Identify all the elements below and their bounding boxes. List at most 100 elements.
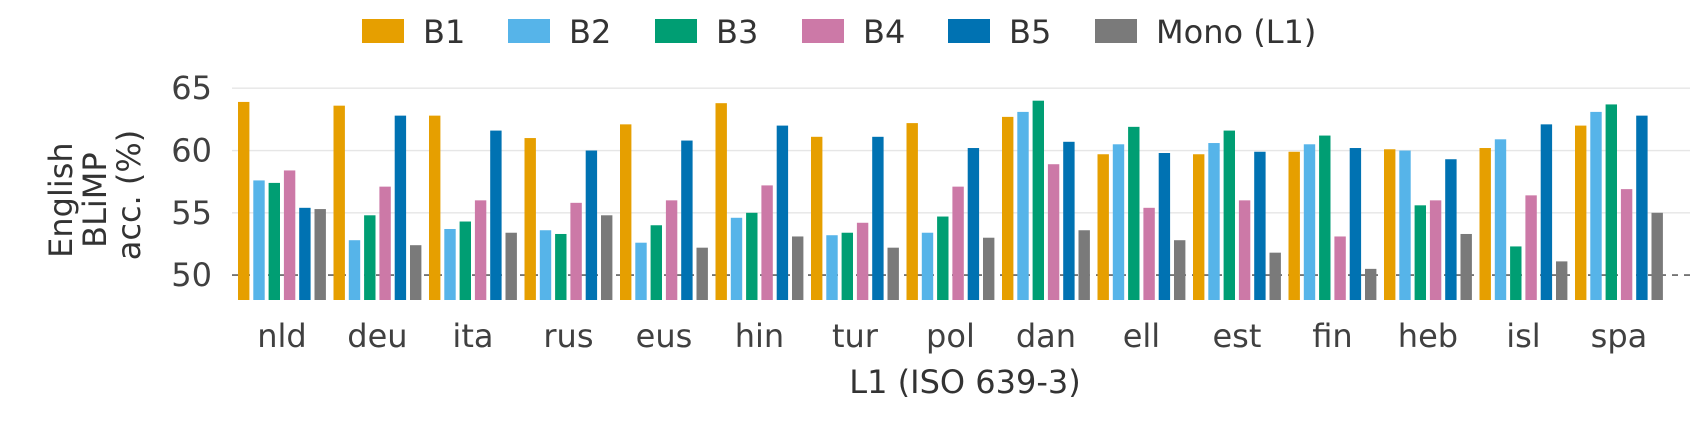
bar-nld-mono-l1 xyxy=(314,209,326,300)
bar-fin-mono-l1 xyxy=(1365,268,1377,300)
bar-isl-b4 xyxy=(1525,195,1537,300)
bar-tur-b4 xyxy=(856,222,869,300)
bar-pol-mono-l1 xyxy=(983,237,995,300)
bar-heb-mono-l1 xyxy=(1460,233,1472,300)
bar-spa-b4 xyxy=(1620,189,1633,300)
x-tick-labels: nld deu ita rus eus hin tur pol dan ell est fin heb i… xyxy=(257,317,1647,355)
bar-hin-b5 xyxy=(776,125,789,300)
legend-swatch xyxy=(802,19,844,43)
bar-nld-b1 xyxy=(238,101,250,300)
x-tick-label: deu xyxy=(347,317,407,355)
bar-tur-mono-l1 xyxy=(887,247,899,300)
x-tick-label: tur xyxy=(832,317,879,355)
bar-tur-b1 xyxy=(811,136,823,300)
bar-est-b3 xyxy=(1223,130,1235,300)
legend-swatch xyxy=(655,19,697,43)
bar-deu-b1 xyxy=(333,105,345,300)
bar-eus-b4 xyxy=(665,200,678,300)
bar-heb-b1 xyxy=(1384,149,1396,300)
bar-fin-b4 xyxy=(1334,236,1346,300)
bar-fin-b1 xyxy=(1288,151,1300,300)
bar-rus-mono-l1 xyxy=(601,215,613,300)
bar-rus-b4 xyxy=(570,202,582,300)
bar-est-b2 xyxy=(1208,143,1220,300)
bar-deu-b2 xyxy=(348,240,361,300)
bar-ita-mono-l1 xyxy=(505,232,517,300)
bar-est-b5 xyxy=(1254,151,1266,300)
bar-eus-mono-l1 xyxy=(696,247,708,300)
bar-rus-b3 xyxy=(555,233,567,300)
y-tick-label: 65 xyxy=(171,69,212,107)
bar-deu-b5 xyxy=(394,115,407,301)
bar-dan-b4 xyxy=(1047,164,1060,300)
bar-ell-mono-l1 xyxy=(1174,240,1186,300)
bar-spa-b3 xyxy=(1605,104,1617,301)
x-tick-label: fin xyxy=(1312,317,1352,355)
y-tick-label: 50 xyxy=(171,256,212,294)
legend-swatch xyxy=(362,19,404,43)
legend-swatch xyxy=(508,19,550,43)
bar-pol-b2 xyxy=(921,232,934,300)
x-tick-label: rus xyxy=(543,317,593,355)
legend-swatch xyxy=(1095,19,1137,43)
bar-spa-b2 xyxy=(1590,111,1602,300)
bar-hin-b2 xyxy=(730,217,743,300)
x-tick-label: est xyxy=(1212,317,1261,355)
legend-label: B2 xyxy=(569,13,611,51)
x-tick-label: ell xyxy=(1123,317,1160,355)
bar-tur-b3 xyxy=(841,232,853,300)
bar-hin-b1 xyxy=(715,103,727,300)
bar-hin-mono-l1 xyxy=(792,236,804,300)
y-tick-labels: 50 55 60 65 xyxy=(171,69,212,294)
bar-est-b1 xyxy=(1193,154,1205,300)
bar-ita-b1 xyxy=(429,115,441,301)
bar-nld-b5 xyxy=(299,207,311,300)
y-tick-label: 55 xyxy=(171,194,212,232)
bar-ita-b4 xyxy=(474,200,487,300)
bar-nld-b2 xyxy=(253,180,265,300)
bar-fin-b2 xyxy=(1303,144,1316,300)
bar-fin-b3 xyxy=(1319,135,1331,300)
bar-rus-b1 xyxy=(524,138,536,300)
bar-dan-b5 xyxy=(1063,141,1075,300)
bar-ell-b1 xyxy=(1097,154,1109,300)
x-tick-label: nld xyxy=(257,317,306,355)
bar-eus-b5 xyxy=(681,140,693,300)
bar-heb-b2 xyxy=(1399,150,1411,300)
bar-est-mono-l1 xyxy=(1269,252,1281,300)
bar-dan-b2 xyxy=(1017,111,1029,300)
x-tick-label: spa xyxy=(1591,317,1648,355)
bar-ita-b2 xyxy=(444,228,456,300)
bar-heb-b3 xyxy=(1414,205,1426,300)
bar-spa-mono-l1 xyxy=(1651,212,1663,300)
bar-dan-mono-l1 xyxy=(1078,230,1090,300)
x-tick-label: ita xyxy=(452,317,493,355)
x-tick-label: pol xyxy=(926,317,975,355)
legend: B1 B2 B3 B4 B5 Mono (L1) xyxy=(362,13,1316,51)
legend-swatch xyxy=(948,19,990,43)
legend-label: B5 xyxy=(1009,13,1051,51)
bar-heb-b5 xyxy=(1445,159,1457,300)
bar-nld-b4 xyxy=(283,170,296,300)
bar-dan-b3 xyxy=(1032,100,1044,300)
y-axis-title-line-2: BLiMP xyxy=(76,152,114,248)
bar-tur-b2 xyxy=(826,235,838,300)
bar-deu-b3 xyxy=(364,215,376,300)
bar-pol-b4 xyxy=(952,186,964,300)
bar-ell-b2 xyxy=(1112,144,1125,300)
bar-isl-mono-l1 xyxy=(1556,261,1568,300)
bar-est-b4 xyxy=(1238,200,1251,300)
bar-isl-b3 xyxy=(1510,246,1522,300)
y-axis-title-line-3: acc. (%) xyxy=(110,130,148,261)
bar-hin-b3 xyxy=(746,212,758,300)
bar-eus-b3 xyxy=(650,225,662,300)
bar-pol-b3 xyxy=(937,216,949,300)
bar-deu-mono-l1 xyxy=(410,245,422,300)
bar-spa-b5 xyxy=(1636,115,1648,301)
bar-rus-b5 xyxy=(585,150,598,300)
bar-ell-b3 xyxy=(1128,126,1140,301)
bar-ita-b5 xyxy=(490,130,502,300)
bar-ita-b3 xyxy=(459,221,471,300)
x-tick-label: dan xyxy=(1016,317,1076,355)
